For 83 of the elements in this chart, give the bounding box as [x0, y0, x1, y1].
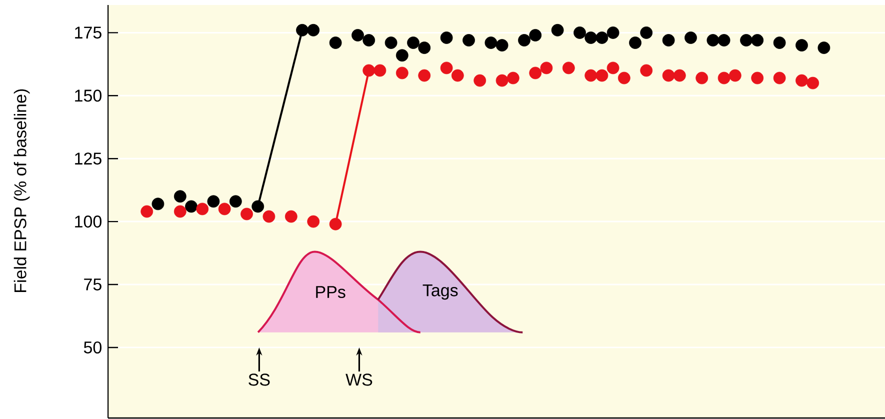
point — [728, 69, 742, 82]
point — [662, 34, 675, 46]
point — [451, 69, 464, 82]
point — [262, 210, 276, 223]
y-tick-label: 175 — [75, 26, 102, 39]
y-tick-label: 150 — [75, 90, 102, 102]
point — [440, 32, 453, 44]
point — [174, 205, 186, 218]
point — [496, 74, 508, 87]
point — [696, 72, 708, 84]
point — [307, 215, 320, 228]
point — [418, 69, 431, 82]
point — [506, 72, 520, 84]
point — [540, 62, 553, 74]
point — [596, 69, 608, 82]
point — [818, 42, 830, 54]
point — [352, 29, 364, 42]
point — [284, 210, 298, 223]
point — [673, 69, 686, 82]
point — [551, 24, 564, 36]
point — [574, 26, 586, 39]
point — [618, 72, 630, 84]
point — [240, 208, 253, 220]
point — [773, 36, 786, 49]
point — [384, 36, 398, 49]
point — [307, 24, 320, 36]
point — [751, 72, 764, 84]
point — [296, 24, 308, 36]
point — [462, 34, 475, 46]
point — [484, 36, 498, 49]
point — [706, 34, 720, 46]
point — [662, 69, 675, 82]
point — [329, 36, 342, 49]
point — [407, 36, 420, 49]
point — [529, 66, 542, 80]
point — [218, 202, 231, 216]
point — [562, 62, 575, 74]
point — [418, 42, 431, 54]
annotation: WS — [346, 374, 372, 386]
point — [740, 34, 752, 46]
point — [196, 202, 209, 216]
point — [152, 198, 164, 210]
point — [684, 32, 697, 44]
point — [596, 32, 608, 44]
point — [396, 49, 408, 62]
point — [329, 218, 342, 230]
point — [140, 205, 154, 218]
point — [396, 66, 408, 80]
point — [174, 190, 186, 203]
y-tick-label: 125 — [75, 152, 102, 165]
point — [207, 195, 220, 208]
point — [796, 39, 808, 52]
point — [229, 195, 242, 208]
y-tick-label: 100 — [75, 216, 102, 228]
point — [584, 32, 598, 44]
point — [751, 34, 764, 46]
y-axis-title: Field EPSP (% of baseline) — [14, 89, 30, 292]
point — [718, 72, 730, 84]
point — [440, 62, 453, 74]
point — [362, 34, 376, 46]
point — [518, 34, 530, 46]
point — [374, 64, 386, 77]
point — [584, 69, 598, 82]
annotation: PPs — [316, 286, 346, 298]
point — [606, 26, 620, 39]
point — [629, 36, 642, 49]
point — [474, 74, 486, 87]
point — [718, 34, 730, 46]
y-tick-label: 50 — [84, 341, 102, 354]
annotation: SS — [248, 374, 270, 386]
point — [185, 200, 198, 213]
point — [252, 200, 264, 213]
point — [796, 74, 808, 87]
point — [640, 64, 653, 77]
point — [496, 39, 508, 52]
point — [606, 62, 620, 74]
point — [806, 76, 820, 90]
point — [773, 72, 786, 84]
point — [640, 26, 653, 39]
point — [529, 29, 542, 42]
annotation: Tags — [422, 284, 458, 300]
point — [362, 64, 376, 77]
y-tick-label: 75 — [84, 278, 102, 290]
